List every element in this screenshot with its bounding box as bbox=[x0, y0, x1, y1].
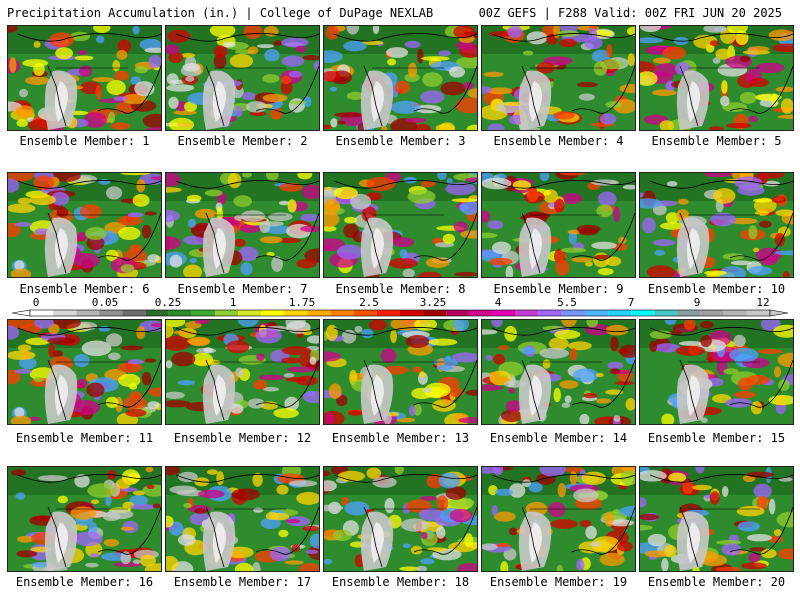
ensemble-map-panel bbox=[7, 466, 162, 572]
ensemble-map-panel bbox=[639, 466, 794, 572]
colorbar-tick-label: 0.25 bbox=[154, 296, 182, 309]
ensemble-map-panel bbox=[323, 25, 478, 131]
colorbar-tick-label: 4 bbox=[494, 296, 502, 309]
ensemble-member-label: Ensemble Member: 1 bbox=[19, 134, 150, 148]
map-title: Precipitation Accumulation (in.) | Colle… bbox=[7, 6, 434, 20]
ensemble-map-panel bbox=[323, 466, 478, 572]
ensemble-member-label: Ensemble Member: 3 bbox=[335, 134, 466, 148]
ensemble-map-panel bbox=[481, 466, 636, 572]
colorbar-tick-label: 7 bbox=[627, 296, 635, 309]
colorbar-tick-label: 3.25 bbox=[419, 296, 447, 309]
ensemble-map-panel bbox=[7, 172, 162, 278]
colorbar-tick-label: 5.5 bbox=[557, 296, 577, 309]
ensemble-map-panel bbox=[323, 172, 478, 278]
ensemble-map-panel bbox=[639, 172, 794, 278]
colorbar-tick-label: 0.05 bbox=[91, 296, 119, 309]
ensemble-member-label: Ensemble Member: 9 bbox=[493, 282, 624, 296]
ensemble-map-panel bbox=[165, 319, 320, 425]
ensemble-member-label: Ensemble Member: 18 bbox=[331, 575, 470, 589]
colorbar-tick-label: 12 bbox=[756, 296, 770, 309]
ensemble-member-label: Ensemble Member: 19 bbox=[489, 575, 628, 589]
model-run-info: 00Z GEFS | F288 Valid: 00Z FRI JUN 20 20… bbox=[478, 6, 782, 20]
ensemble-member-label: Ensemble Member: 11 bbox=[15, 431, 154, 445]
colorbar-tick-label: 1 bbox=[229, 296, 237, 309]
ensemble-member-label: Ensemble Member: 20 bbox=[647, 575, 786, 589]
ensemble-map-panel bbox=[165, 466, 320, 572]
ensemble-member-label: Ensemble Member: 7 bbox=[177, 282, 308, 296]
ensemble-member-label: Ensemble Member: 5 bbox=[651, 134, 782, 148]
ensemble-member-label: Ensemble Member: 10 bbox=[647, 282, 786, 296]
ensemble-member-label: Ensemble Member: 8 bbox=[335, 282, 466, 296]
ensemble-map-panel bbox=[7, 25, 162, 131]
ensemble-map-panel bbox=[165, 25, 320, 131]
ensemble-map-panel bbox=[7, 319, 162, 425]
ensemble-member-label: Ensemble Member: 15 bbox=[647, 431, 786, 445]
ensemble-member-label: Ensemble Member: 12 bbox=[173, 431, 312, 445]
ensemble-map-panel bbox=[639, 319, 794, 425]
ensemble-map-panel bbox=[165, 172, 320, 278]
ensemble-map-panel bbox=[323, 319, 478, 425]
ensemble-map-panel bbox=[481, 25, 636, 131]
ensemble-member-label: Ensemble Member: 2 bbox=[177, 134, 308, 148]
ensemble-map-panel bbox=[481, 319, 636, 425]
ensemble-member-label: Ensemble Member: 4 bbox=[493, 134, 624, 148]
ensemble-map-panel bbox=[639, 25, 794, 131]
ensemble-member-label: Ensemble Member: 14 bbox=[489, 431, 628, 445]
colorbar-tick-label: 9 bbox=[693, 296, 701, 309]
ensemble-member-label: Ensemble Member: 16 bbox=[15, 575, 154, 589]
colorbar-tick-label: 1.75 bbox=[288, 296, 316, 309]
ensemble-map-panel bbox=[481, 172, 636, 278]
ensemble-member-label: Ensemble Member: 17 bbox=[173, 575, 312, 589]
precipitation-colorbar bbox=[11, 309, 789, 317]
colorbar-tick-label: 2.5 bbox=[359, 296, 379, 309]
ensemble-member-label: Ensemble Member: 13 bbox=[331, 431, 470, 445]
ensemble-member-label: Ensemble Member: 6 bbox=[19, 282, 150, 296]
colorbar-tick-label: 0 bbox=[32, 296, 40, 309]
